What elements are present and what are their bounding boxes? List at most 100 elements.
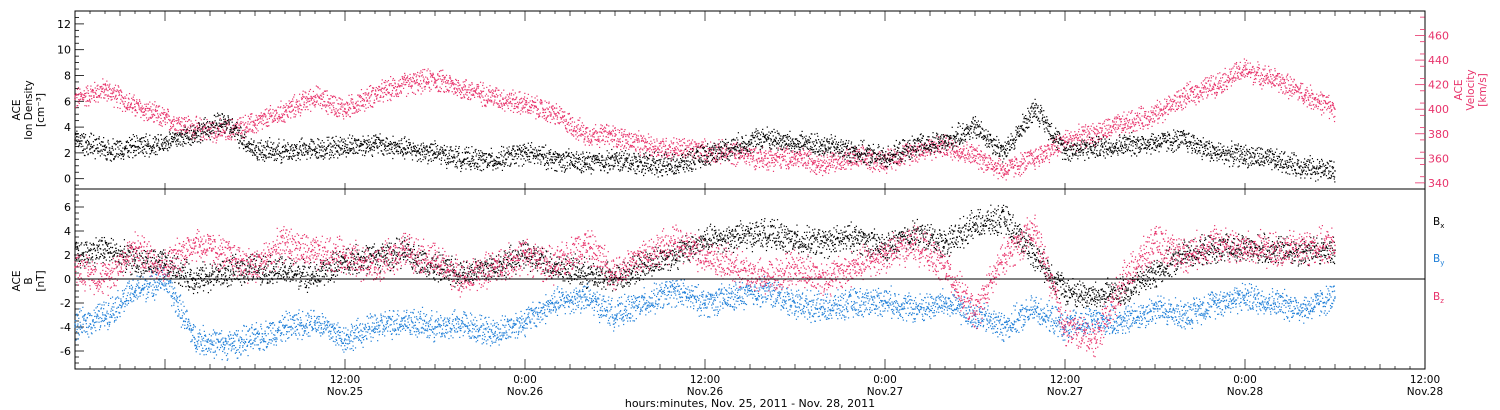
velocity-series-point [122,103,124,105]
velocity-series-point [542,107,544,109]
velocity-series-point [491,94,493,96]
velocity-series-point [1334,115,1336,118]
velocity-series-point [579,134,581,136]
velocity-series-point [526,101,528,103]
velocity-series-point [636,139,639,141]
velocity-series-point [429,76,432,78]
velocity-series-point [741,155,744,158]
velocity-series-point [156,109,158,112]
velocity-series-point [659,151,661,153]
velocity-series-point [663,154,666,157]
velocity-series-point [789,157,791,159]
velocity-series-point [527,112,529,114]
velocity-series-point [339,103,342,106]
velocity-series-point [644,141,646,143]
velocity-series-point [97,84,99,86]
velocity-series-point [356,111,358,113]
velocity-series-point [1212,75,1214,77]
velocity-series-point [960,152,962,154]
velocity-series-point [346,101,348,103]
velocity-series-point [1270,69,1272,71]
velocity-series-point [427,83,430,85]
velocity-series-point [1096,133,1098,135]
velocity-series-point [346,112,348,114]
velocity-series-point [890,166,893,168]
velocity-series-point [481,90,483,93]
velocity-series-point [712,149,715,152]
density-series-point [1244,154,1246,157]
density-series-point [84,136,86,138]
velocity-series-point [691,139,694,141]
velocity-series-point [157,106,159,108]
velocity-series-point [1005,171,1008,173]
density-series-point [91,147,93,149]
velocity-series-point [827,162,829,164]
velocity-series-point [402,78,404,80]
velocity-series-point [1108,134,1110,137]
velocity-series-point [626,139,628,141]
velocity-series-point [980,150,982,152]
velocity-series-point [139,100,141,103]
velocity-series-point [1258,66,1260,69]
density-series-point [110,151,112,153]
velocity-series-point [580,129,582,131]
velocity-series-point [922,155,924,157]
velocity-series-point [195,129,197,131]
velocity-series-point [283,113,286,116]
velocity-series-point [1262,84,1264,87]
velocity-series-point [167,110,170,113]
velocity-series-point [1025,168,1028,170]
velocity-series-point [183,124,185,127]
velocity-series-point [1075,133,1077,136]
velocity-series-point [881,151,883,153]
density-series-point [98,138,100,140]
velocity-series-point [1029,152,1031,154]
velocity-series-point [672,149,674,152]
velocity-series-point [715,159,717,161]
velocity-series-point [228,124,230,126]
velocity-series-point [425,76,427,78]
velocity-series-point [995,168,997,171]
velocity-series-point [812,162,815,164]
velocity-series-point [1288,98,1290,100]
velocity-series-point [453,88,455,90]
velocity-series-point [947,140,950,142]
velocity-series-point [1246,68,1248,70]
velocity-series-point [154,108,157,111]
velocity-series-point [493,90,495,92]
velocity-series-point [336,110,339,112]
velocity-series-point [84,105,86,107]
velocity-series-point [366,93,368,95]
velocity-series-point [1115,121,1117,123]
velocity-series-point [913,155,916,157]
velocity-series-point [355,110,357,112]
velocity-series-point [962,148,964,150]
velocity-series-point [1126,128,1128,130]
velocity-y-tick-label: 400 [1428,103,1449,116]
velocity-series-point [321,93,323,95]
velocity-series-point [1119,118,1122,120]
velocity-series-point [1323,99,1325,102]
velocity-series-point [308,97,310,100]
velocity-series-point [851,163,853,165]
velocity-series-point [1088,133,1090,135]
velocity-series-point [96,85,98,87]
density-series-point [118,141,120,143]
velocity-series-point [304,91,306,93]
velocity-series-point [1203,88,1205,90]
velocity-series-point [535,105,537,107]
velocity-series-point [363,100,365,102]
velocity-series-point [1297,99,1299,101]
velocity-series-point [458,82,460,84]
velocity-series-point [307,93,310,95]
velocity-series-point [1214,92,1216,94]
velocity-series-point [805,167,807,169]
velocity-series-point [1255,74,1258,76]
velocity-series-point [480,90,482,92]
velocity-series-point [1177,91,1179,93]
velocity-series-point [1246,72,1248,75]
velocity-series-point [143,111,145,114]
velocity-series-point [403,76,405,78]
velocity-series-point [135,115,137,117]
velocity-series-point [1200,82,1203,84]
